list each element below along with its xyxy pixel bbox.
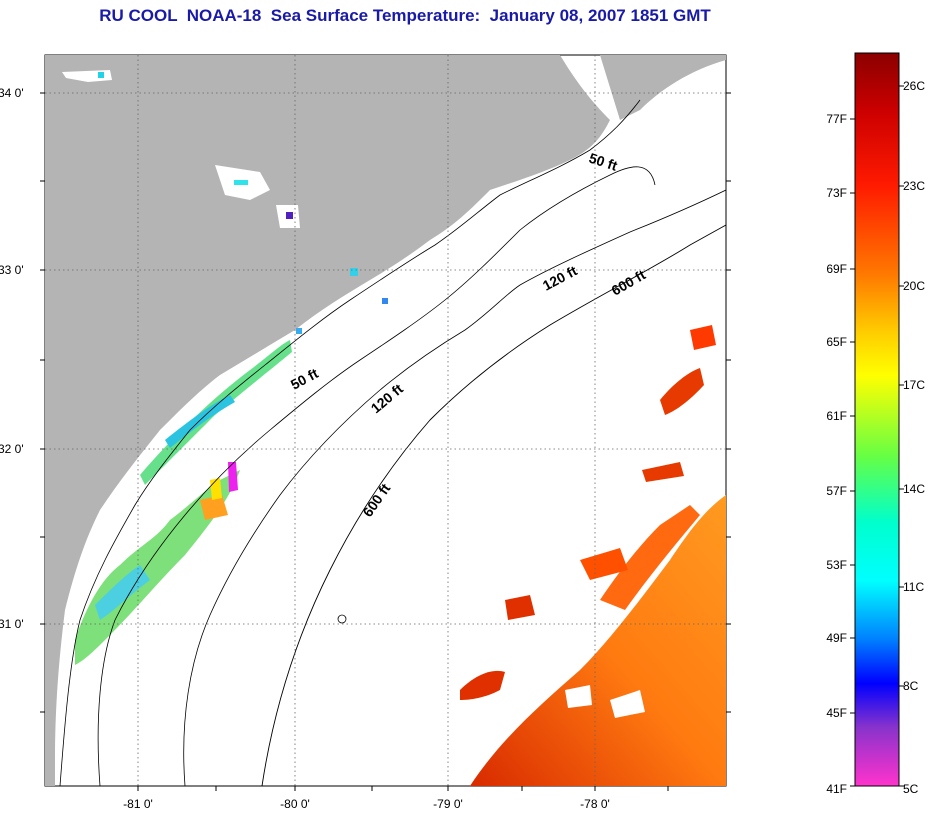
cb-label-45f: 45F <box>826 706 847 720</box>
cb-label-23c: 23C <box>903 179 925 193</box>
gulf-stream-sst <box>470 495 726 786</box>
colorbar-c-labels: 26C 23C 20C 17C 14C 11C 8C 5C <box>903 79 925 796</box>
cb-label-41f: 41F <box>826 782 847 796</box>
map-title: RU COOL NOAA-18 Sea Surface Temperature:… <box>99 6 711 25</box>
coastal-sst-band <box>75 470 240 665</box>
colorbar-f-labels: 77F 73F 69F 65F 61F 57F 53F 49F 45F 41F <box>826 112 847 796</box>
lon-label-80: -80 0' <box>280 797 310 811</box>
lon-label-79: -79 0' <box>433 797 463 811</box>
colorbar <box>854 52 900 787</box>
lat-label-33: 33 0' <box>0 263 24 277</box>
cb-label-49f: 49F <box>826 631 847 645</box>
cb-label-8c: 8C <box>903 679 919 693</box>
cb-label-5c: 5C <box>903 782 919 796</box>
cb-label-20c: 20C <box>903 279 925 293</box>
cb-label-14c: 14C <box>903 482 925 496</box>
cb-label-26c: 26C <box>903 79 925 93</box>
cb-label-53f: 53F <box>826 558 847 572</box>
isobath-600ft <box>261 224 726 786</box>
land-mass <box>45 55 610 786</box>
lat-label-32: 32 0' <box>0 442 24 456</box>
cb-label-73f: 73F <box>826 186 847 200</box>
isobath-120ft <box>183 189 726 786</box>
lat-label-34: 34 0' <box>0 86 24 100</box>
cb-label-77f: 77F <box>826 112 847 126</box>
graticule <box>45 55 726 786</box>
cb-label-69f: 69F <box>826 262 847 276</box>
cb-label-11c: 11C <box>903 580 924 594</box>
cb-label-61f: 61F <box>826 409 847 423</box>
lon-label-81: -81 0' <box>123 797 153 811</box>
cb-label-17c: 17C <box>903 378 925 392</box>
isobath-50ft <box>97 166 656 786</box>
cb-label-65f: 65F <box>826 335 847 349</box>
cb-label-57f: 57F <box>826 484 847 498</box>
lon-label-78: -78 0' <box>580 797 610 811</box>
lat-label-31: 31 0' <box>0 617 24 631</box>
